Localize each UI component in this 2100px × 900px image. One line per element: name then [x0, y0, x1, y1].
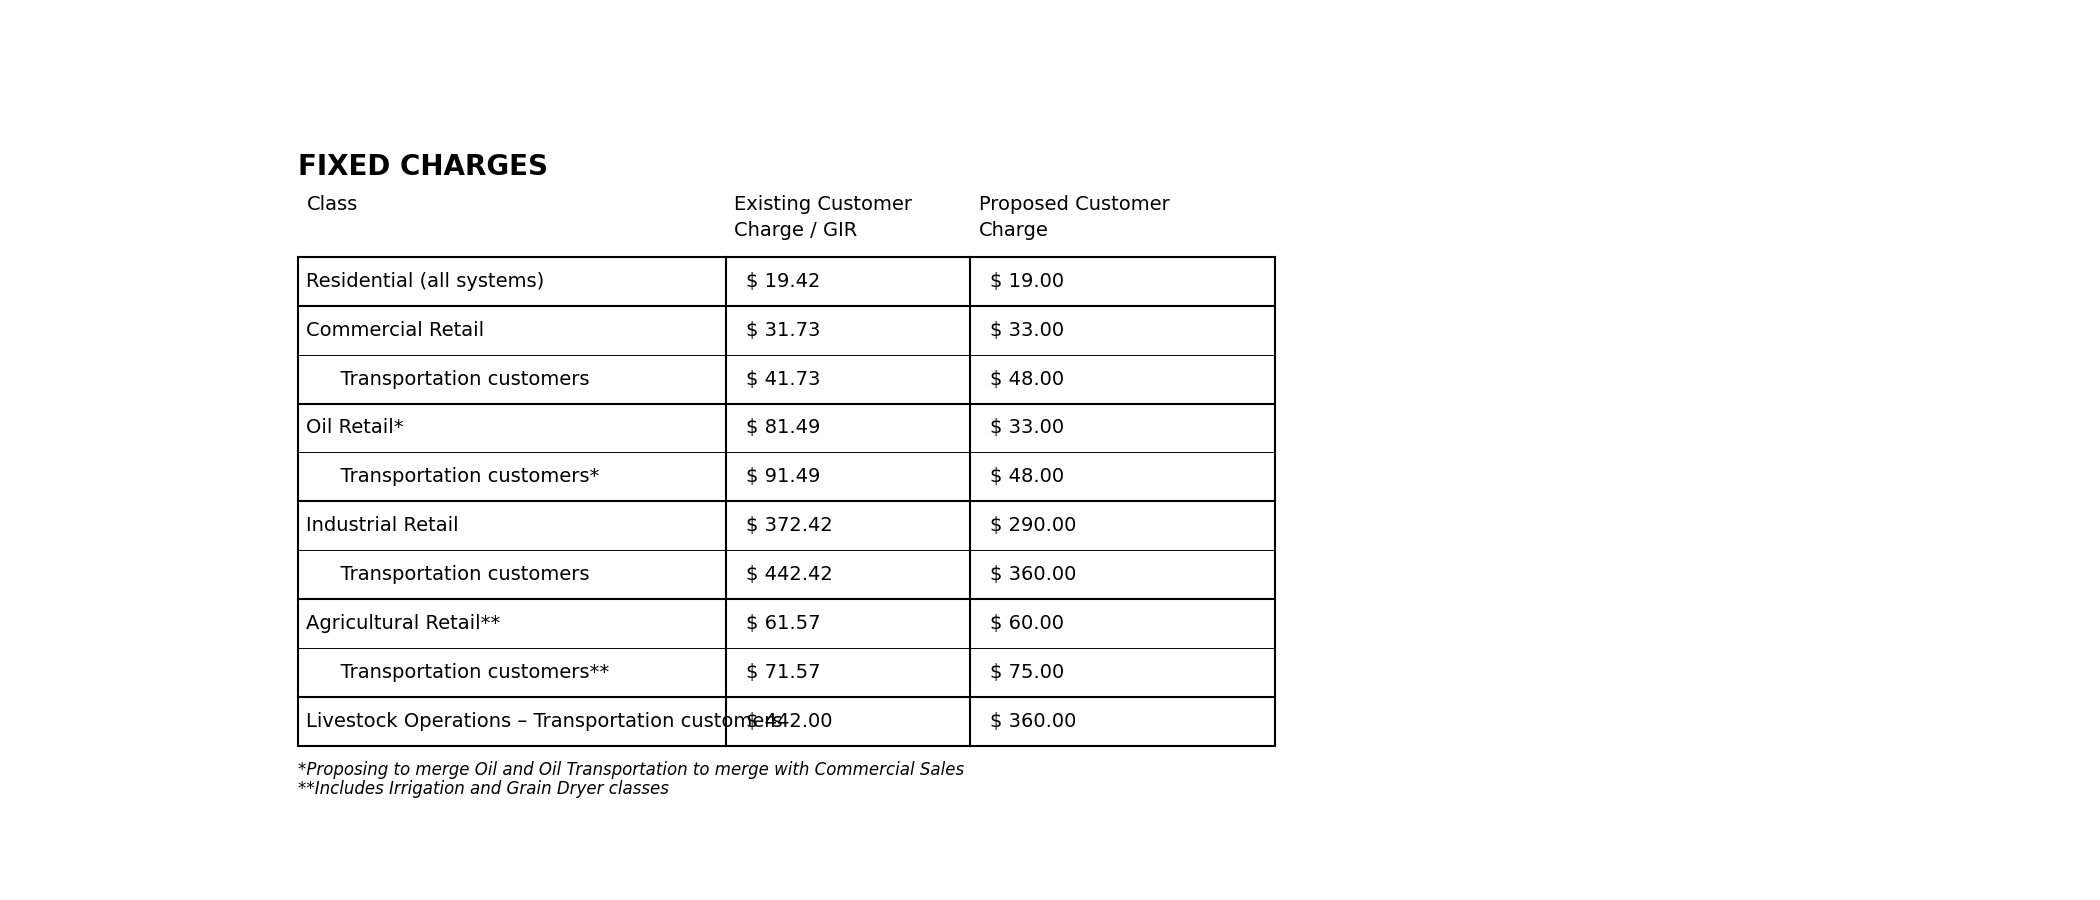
Text: Residential (all systems): Residential (all systems) [307, 272, 544, 291]
Text: $ 33.00: $ 33.00 [989, 320, 1065, 340]
Text: $ 81.49: $ 81.49 [746, 418, 821, 437]
Text: $ 442.00: $ 442.00 [746, 712, 832, 731]
Text: $ 71.57: $ 71.57 [746, 662, 821, 682]
Text: $ 442.42: $ 442.42 [746, 565, 832, 584]
Text: $ 19.42: $ 19.42 [746, 272, 821, 291]
Text: Oil Retail*: Oil Retail* [307, 418, 403, 437]
Text: $ 60.00: $ 60.00 [989, 614, 1065, 633]
Text: $ 33.00: $ 33.00 [989, 418, 1065, 437]
Text: $ 48.00: $ 48.00 [989, 370, 1065, 389]
Text: $ 19.00: $ 19.00 [989, 272, 1065, 291]
Text: Commercial Retail: Commercial Retail [307, 320, 485, 340]
Text: Agricultural Retail**: Agricultural Retail** [307, 614, 500, 633]
Text: *Proposing to merge Oil and Oil Transportation to merge with Commercial Sales: *Proposing to merge Oil and Oil Transpor… [298, 760, 964, 778]
Text: $ 61.57: $ 61.57 [746, 614, 821, 633]
Text: Transportation customers**: Transportation customers** [328, 662, 609, 682]
Text: $ 75.00: $ 75.00 [989, 662, 1065, 682]
Text: $ 372.42: $ 372.42 [746, 517, 832, 535]
Text: Existing Customer
Charge / GIR: Existing Customer Charge / GIR [735, 194, 914, 240]
Text: FIXED CHARGES: FIXED CHARGES [298, 153, 548, 181]
Text: Transportation customers: Transportation customers [328, 370, 590, 389]
Text: $ 48.00: $ 48.00 [989, 467, 1065, 486]
Text: $ 91.49: $ 91.49 [746, 467, 821, 486]
Text: $ 31.73: $ 31.73 [746, 320, 821, 340]
Text: Transportation customers*: Transportation customers* [328, 467, 598, 486]
Text: Industrial Retail: Industrial Retail [307, 517, 460, 535]
Text: $ 360.00: $ 360.00 [989, 712, 1077, 731]
Text: Proposed Customer
Charge: Proposed Customer Charge [979, 194, 1170, 240]
Bar [298, 257, 1275, 745]
Text: $ 41.73: $ 41.73 [746, 370, 821, 389]
Text: **Includes Irrigation and Grain Dryer classes: **Includes Irrigation and Grain Dryer cl… [298, 780, 670, 798]
Text: Transportation customers: Transportation customers [328, 565, 590, 584]
Text: Class: Class [307, 194, 357, 213]
Text: Livestock Operations – Transportation customers: Livestock Operations – Transportation cu… [307, 712, 783, 731]
Text: $ 360.00: $ 360.00 [989, 565, 1077, 584]
Text: $ 290.00: $ 290.00 [989, 517, 1077, 535]
